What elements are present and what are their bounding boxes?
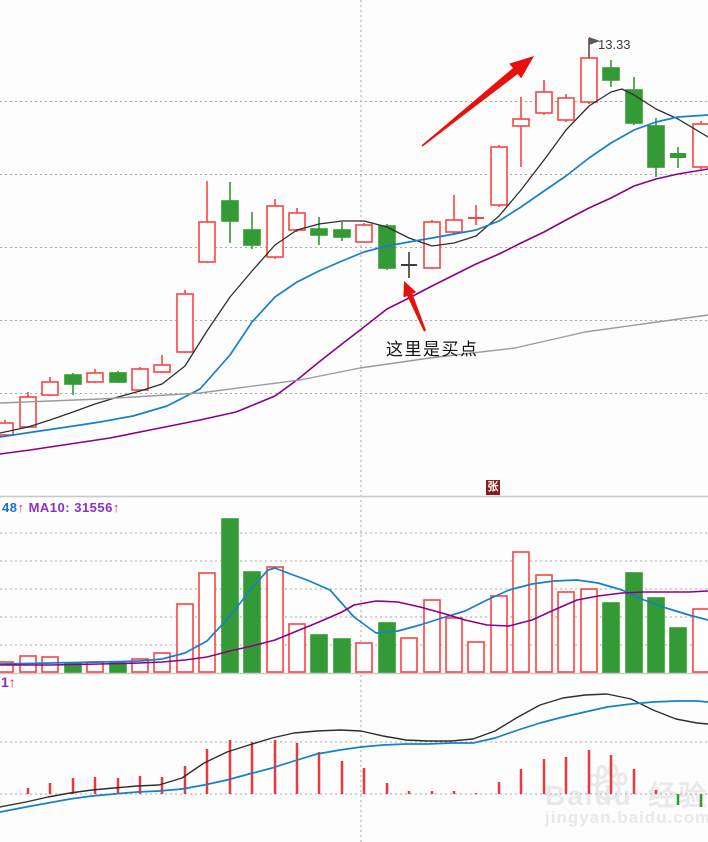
ma-purple xyxy=(0,168,708,455)
buy-point-annotation: 这里是买点 xyxy=(386,340,479,359)
author-stamp: 张 xyxy=(486,480,500,495)
ma-black xyxy=(0,88,708,434)
annotations-layer xyxy=(403,37,600,332)
peak-flag-icon xyxy=(589,37,600,45)
vol-ma-purple xyxy=(0,590,708,666)
macd-pane-header: 1↑ xyxy=(1,674,16,690)
volume-pane-header: 48↑ MA10: 31556↑ xyxy=(2,500,120,515)
volume-ma10-label: MA10: 31556 xyxy=(28,500,113,515)
peak-price-label: 13.33 xyxy=(598,37,631,52)
vol-ma-blue xyxy=(0,567,708,665)
main-pane xyxy=(0,38,708,437)
buy-arrow xyxy=(403,281,427,332)
rally-arrow xyxy=(421,56,534,147)
ma-blue xyxy=(0,114,708,438)
baidu-watermark-url: jingyan.baidu.com xyxy=(545,808,708,827)
ma-gray xyxy=(0,314,708,404)
indicator-lines xyxy=(0,88,708,813)
baidu-paw-icon xyxy=(588,764,628,801)
macd-up-arrow-icon: ↑ xyxy=(8,674,16,690)
macd-pane xyxy=(26,740,703,807)
macd-dif-black xyxy=(0,693,708,808)
macd-value: 1 xyxy=(1,674,9,690)
volume-ma5-up-arrow-icon: ↑ xyxy=(17,500,25,515)
macd-dea-blue xyxy=(0,700,708,813)
volume-ma5-value: 48 xyxy=(2,500,18,515)
volume-ma10-up-arrow-icon: ↑ xyxy=(112,500,120,515)
